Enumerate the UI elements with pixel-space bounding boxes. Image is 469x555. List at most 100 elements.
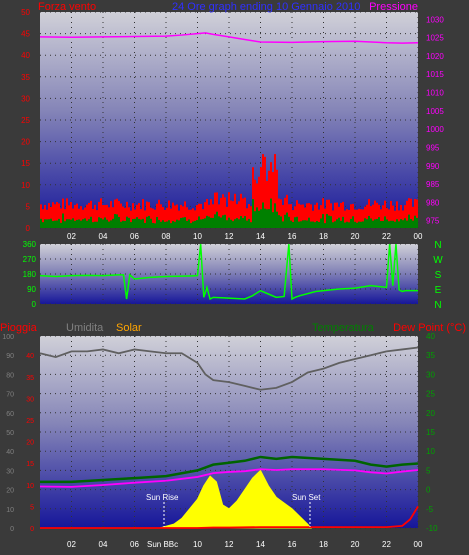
- avg-wind-bar: [258, 210, 260, 228]
- avg-wind-bar: [78, 219, 80, 228]
- rain-tick-label: 25: [26, 418, 34, 425]
- avg-wind-bar: [366, 219, 368, 228]
- direction-label: E: [435, 285, 442, 296]
- avg-wind-bar: [272, 212, 274, 228]
- x-tick-label: 04: [99, 232, 108, 241]
- wind-bar: [208, 204, 210, 228]
- avg-wind-bar: [342, 216, 344, 228]
- x-tick-label: 12: [225, 232, 234, 241]
- rain-tick-label: 20: [26, 440, 34, 447]
- wind-bar: [374, 200, 376, 228]
- wind-bar: [164, 209, 166, 228]
- wind-tick-label: 30: [21, 94, 30, 103]
- wind-bar: [176, 204, 178, 228]
- avg-wind-bar: [290, 220, 292, 228]
- avg-wind-bar: [248, 218, 250, 228]
- wind-bar: [290, 204, 292, 228]
- pressure-tick-label: 975: [426, 217, 440, 226]
- wind-bar: [228, 192, 230, 228]
- wind-bar: [324, 208, 326, 228]
- wind-bar: [338, 206, 340, 228]
- wind-bar: [272, 172, 274, 228]
- avg-wind-bar: [166, 221, 168, 228]
- avg-wind-bar: [364, 218, 366, 228]
- avg-wind-bar: [280, 216, 282, 228]
- avg-wind-bar: [390, 220, 392, 228]
- avg-wind-bar: [374, 219, 376, 228]
- avg-wind-bar: [382, 221, 384, 228]
- wind-bar: [198, 203, 200, 228]
- avg-wind-bar: [340, 220, 342, 228]
- wind-bar: [112, 207, 114, 228]
- avg-wind-bar: [302, 220, 304, 228]
- wind-bar: [76, 203, 78, 228]
- temperature-tick-label: 20: [426, 409, 435, 418]
- temperature-tick-label: 0: [426, 486, 431, 495]
- avg-wind-bar: [266, 209, 268, 228]
- avg-wind-bar: [370, 218, 372, 228]
- wind-bar: [354, 209, 356, 228]
- avg-wind-bar: [308, 217, 310, 228]
- avg-wind-bar: [328, 215, 330, 228]
- avg-wind-bar: [82, 219, 84, 228]
- temperature-tick-label: 30: [426, 370, 435, 379]
- wind-bar: [382, 205, 384, 228]
- avg-wind-bar: [200, 219, 202, 228]
- temperature-tick-label: 10: [426, 447, 435, 456]
- avg-wind-bar: [138, 218, 140, 228]
- wind-bar: [266, 180, 268, 228]
- wind-bar: [312, 210, 314, 228]
- wind-bar: [330, 203, 332, 228]
- wind-bar: [344, 210, 346, 228]
- wind-bar: [404, 205, 406, 228]
- x-tick-label: 14: [256, 540, 265, 549]
- avg-wind-bar: [408, 214, 410, 228]
- avg-wind-bar: [108, 221, 110, 228]
- humidity-panel-x-ticks: 02 04 06 10 12 14 16 18 20 22 00: [67, 540, 423, 549]
- avg-wind-bar: [90, 216, 92, 228]
- avg-wind-bar: [68, 219, 70, 228]
- avg-wind-bar: [48, 219, 50, 228]
- avg-wind-bar: [274, 203, 276, 228]
- wind-bar: [380, 209, 382, 228]
- x-tick-label: 18: [319, 540, 328, 549]
- humidity-tick-label: 20: [6, 488, 14, 495]
- wind-bar: [222, 194, 224, 228]
- humidity-tick-label: 0: [10, 526, 14, 533]
- x-tick-label: 00: [414, 540, 423, 549]
- avg-wind-bar: [66, 219, 68, 228]
- wind-bar: [180, 204, 182, 228]
- wind-bar: [216, 192, 218, 228]
- avg-wind-bar: [176, 219, 178, 228]
- avg-wind-bar: [188, 219, 190, 228]
- avg-wind-bar: [322, 214, 324, 228]
- avg-wind-bar: [380, 221, 382, 228]
- avg-wind-bar: [282, 221, 284, 228]
- wind-bar: [56, 202, 58, 228]
- wind-panel-lines: [39, 32, 419, 44]
- wind-bar: [298, 203, 300, 228]
- wind-bar: [190, 209, 192, 228]
- rain-tick-label: 0: [30, 526, 34, 533]
- wind-bar: [194, 210, 196, 228]
- pressure-tick-label: 980: [426, 198, 440, 207]
- x-tick-label: 20: [351, 540, 360, 549]
- wind-bar: [40, 204, 42, 228]
- avg-wind-bar: [256, 207, 258, 228]
- wind-bar: [152, 208, 154, 228]
- wind-bar: [260, 167, 262, 228]
- direction-label: N: [434, 300, 441, 311]
- avg-wind-bar: [404, 218, 406, 228]
- wind-bar: [136, 204, 138, 228]
- wind-bar: [388, 209, 390, 228]
- wind-bar: [212, 204, 214, 228]
- avg-wind-bar: [184, 217, 186, 228]
- wind-bar: [238, 201, 240, 228]
- avg-wind-bar: [300, 221, 302, 228]
- avg-wind-bar: [278, 215, 280, 228]
- wind-bar: [270, 162, 272, 228]
- wind-bar: [248, 203, 250, 228]
- avg-wind-bar: [238, 219, 240, 228]
